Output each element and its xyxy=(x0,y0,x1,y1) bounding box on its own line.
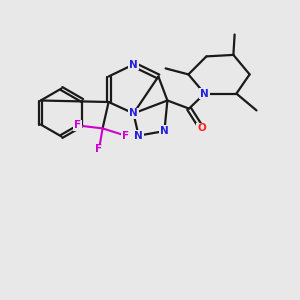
Text: N: N xyxy=(200,88,209,99)
Text: N: N xyxy=(160,126,169,136)
Text: N: N xyxy=(129,59,138,70)
Text: N: N xyxy=(134,130,143,141)
Text: F: F xyxy=(74,120,81,130)
Text: N: N xyxy=(129,108,138,118)
Text: F: F xyxy=(95,144,103,154)
Text: F: F xyxy=(122,130,129,141)
Text: O: O xyxy=(197,123,206,134)
